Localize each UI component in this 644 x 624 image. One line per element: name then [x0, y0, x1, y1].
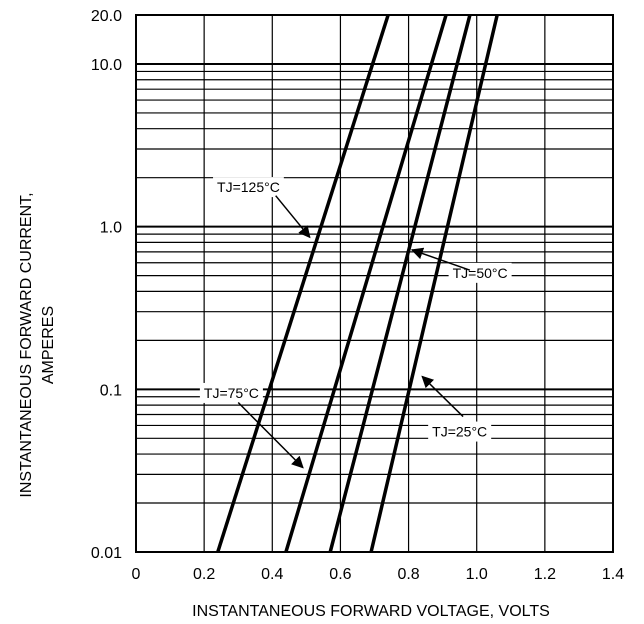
x-tick-label: 0 — [132, 566, 141, 583]
series-line — [369, 14, 499, 553]
series-lines — [216, 14, 499, 553]
x-axis-title: INSTANTANEOUS FORWARD VOLTAGE, VOLTS — [192, 603, 550, 620]
series-annotations: TJ=125°CTJ=75°CTJ=50°CTJ=25°C — [199, 177, 512, 469]
series-line — [328, 14, 472, 553]
annotation-label-bg — [213, 177, 284, 198]
minor-gridlines — [136, 15, 613, 552]
plot-frame — [135, 14, 614, 553]
y-axis-title-line2: AMPERES — [40, 306, 57, 384]
x-tick-label: 1.2 — [534, 566, 556, 583]
annotation-label: TJ=75°C — [204, 385, 259, 401]
series-line — [284, 14, 448, 553]
y-tick-labels: 0.01 0.1 1.0 10.0 20.0 — [91, 8, 122, 562]
annotation-label: TJ=125°C — [217, 179, 280, 195]
y-tick-label: 0.01 — [91, 545, 122, 562]
x-tick-label: 0.6 — [329, 566, 351, 583]
annotation-arrow — [421, 375, 464, 418]
y-tick-label: 20.0 — [91, 8, 122, 25]
annotation-label-bg — [199, 382, 263, 403]
annotation-label: TJ=25°C — [432, 424, 487, 440]
annotation-arrow — [410, 247, 471, 271]
x-tick-labels: 0 0.2 0.4 0.6 0.8 1.0 1.2 1.4 — [132, 566, 625, 583]
y-tick-label: 0.1 — [100, 382, 122, 399]
y-tick-label: 1.0 — [100, 220, 122, 237]
annotation-label-bg — [428, 421, 492, 442]
y-axis-title-line1: INSTANTANEOUS FORWARD CURRENT, — [18, 192, 35, 497]
x-tick-label: 1.0 — [466, 566, 488, 583]
series-line — [216, 14, 390, 553]
annotation-arrow — [275, 195, 311, 239]
x-tick-label: 0.8 — [397, 566, 419, 583]
annotation-arrow — [237, 401, 304, 469]
y-tick-label: 10.0 — [91, 57, 122, 74]
x-tick-label: 1.4 — [602, 566, 624, 583]
x-tick-label: 0.2 — [193, 566, 215, 583]
x-tick-label: 0.4 — [261, 566, 283, 583]
